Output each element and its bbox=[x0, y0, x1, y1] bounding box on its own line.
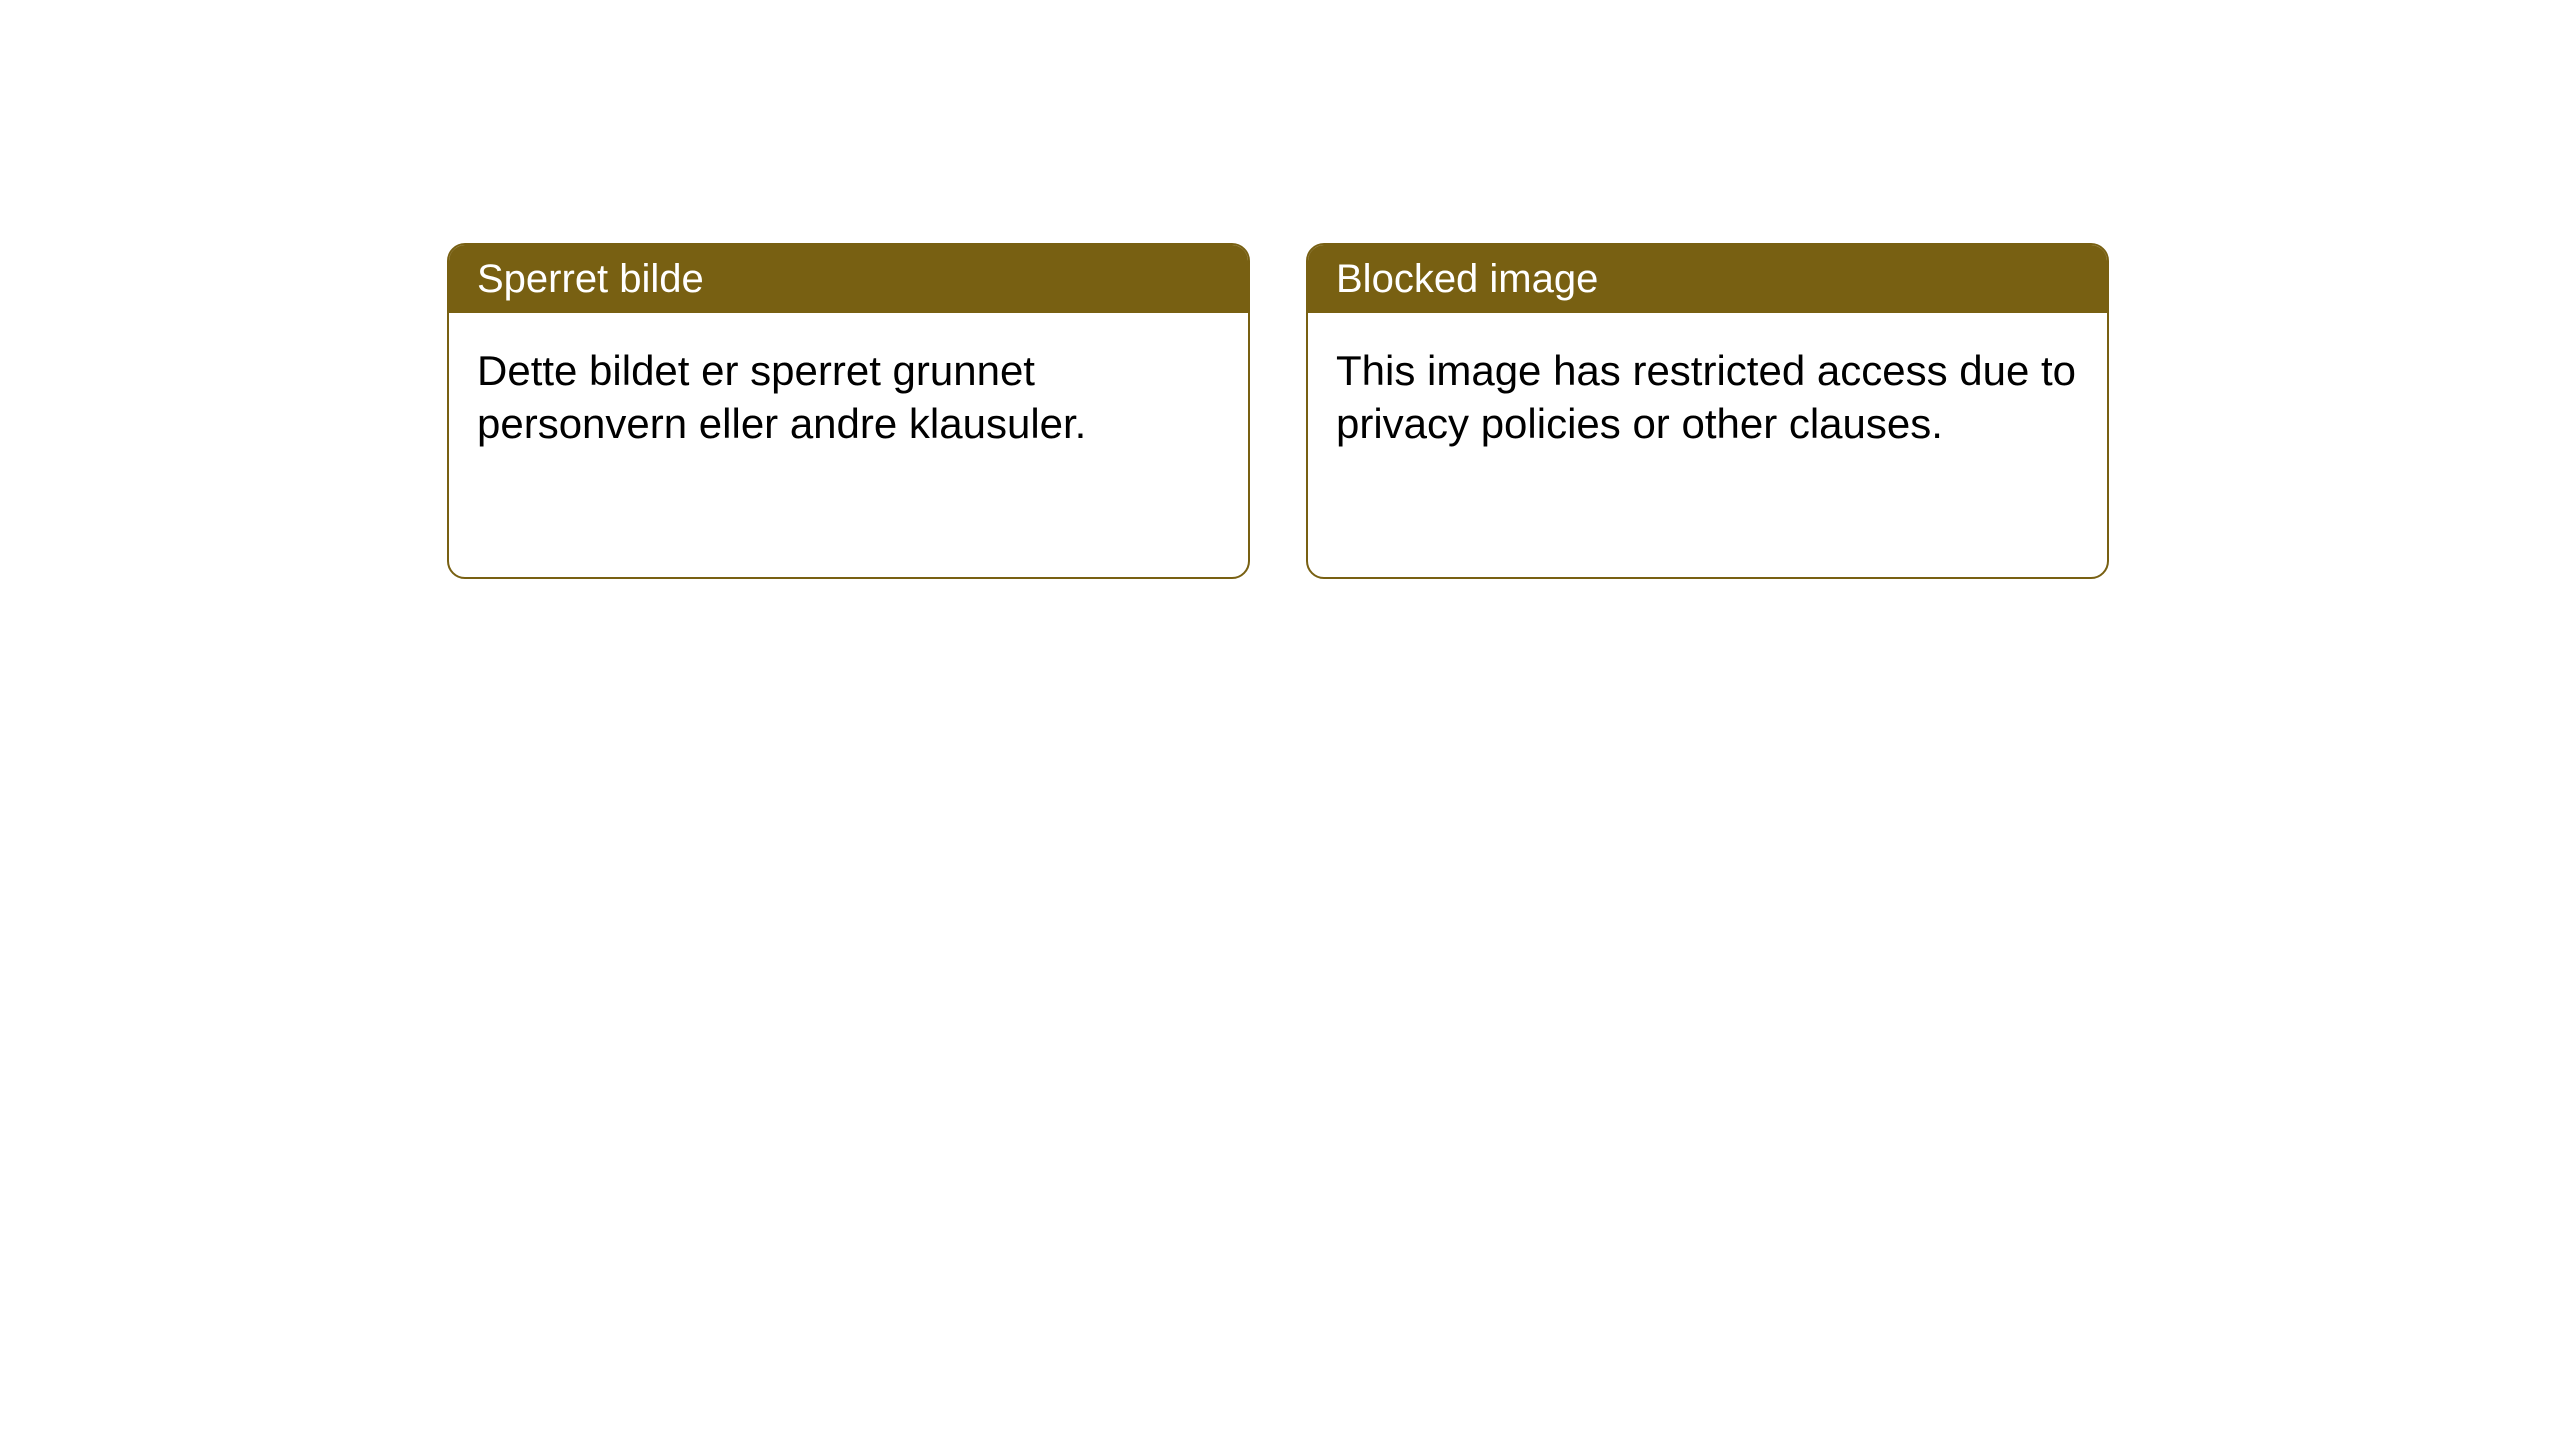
card-body: This image has restricted access due to … bbox=[1308, 313, 2107, 482]
card-body-text: This image has restricted access due to … bbox=[1336, 347, 2076, 447]
card-title: Blocked image bbox=[1336, 257, 1598, 301]
card-body: Dette bildet er sperret grunnet personve… bbox=[449, 313, 1248, 482]
card-body-text: Dette bildet er sperret grunnet personve… bbox=[477, 347, 1086, 447]
card-header: Blocked image bbox=[1308, 245, 2107, 313]
card-header: Sperret bilde bbox=[449, 245, 1248, 313]
blocked-image-card-no: Sperret bilde Dette bildet er sperret gr… bbox=[447, 243, 1250, 579]
blocked-image-card-en: Blocked image This image has restricted … bbox=[1306, 243, 2109, 579]
notice-cards-container: Sperret bilde Dette bildet er sperret gr… bbox=[0, 0, 2560, 579]
card-title: Sperret bilde bbox=[477, 257, 704, 301]
